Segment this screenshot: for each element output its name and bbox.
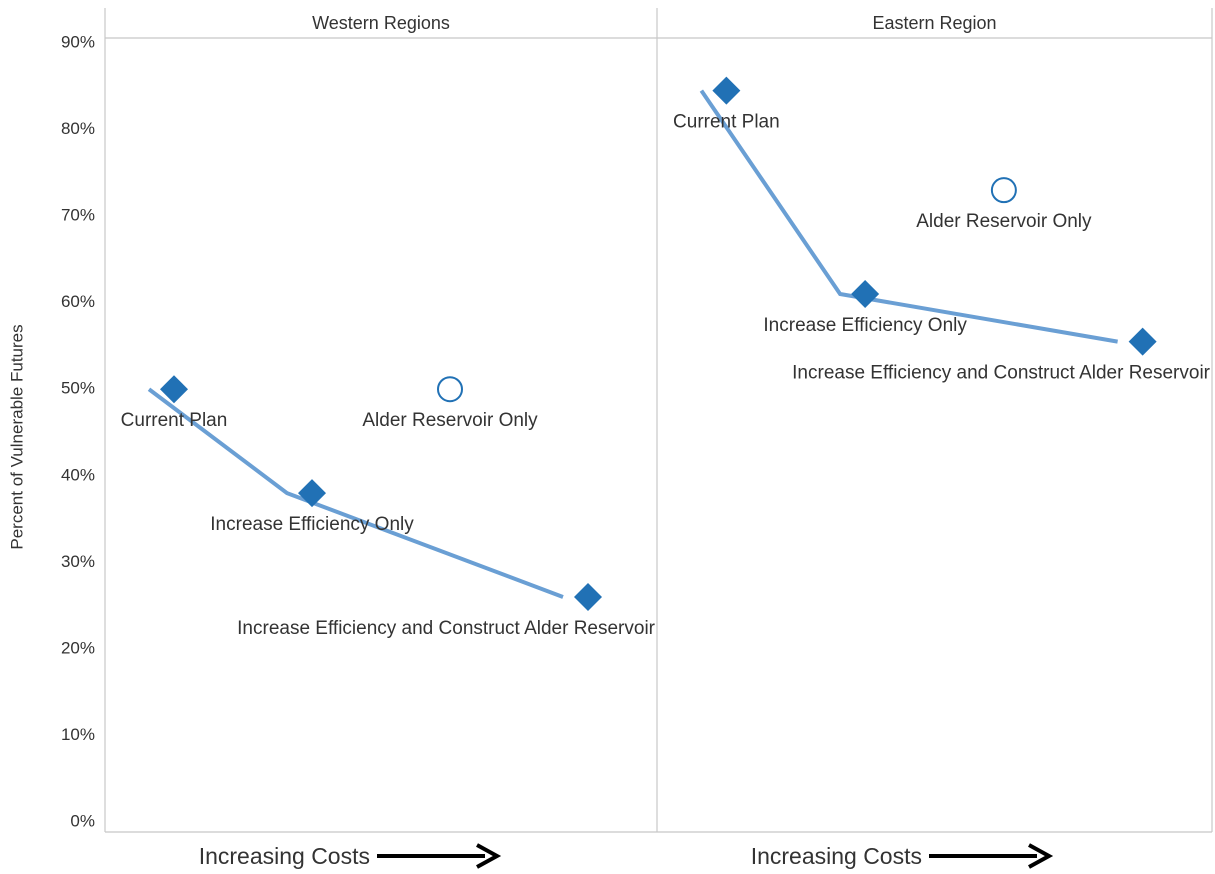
- y-tick-label: 50%: [61, 379, 95, 398]
- y-tick-label: 10%: [61, 725, 95, 744]
- y-tick-label: 30%: [61, 552, 95, 571]
- y-tick-label: 40%: [61, 465, 95, 484]
- arrow-head: [476, 843, 502, 869]
- arrow-head: [1028, 843, 1054, 869]
- point-label: Current Plan: [121, 410, 228, 431]
- y-axis-label: Percent of Vulnerable Futures: [7, 324, 26, 549]
- point-label: Current Plan: [673, 112, 780, 133]
- diamond-marker: [574, 582, 602, 611]
- x-axis-label: Increasing Costs: [199, 843, 370, 869]
- point-label: Increase Efficiency and Construct Alder …: [237, 618, 656, 639]
- diamond-marker: [160, 375, 188, 404]
- x-axis-label: Increasing Costs: [751, 843, 922, 869]
- y-tick-label: 90%: [61, 32, 95, 51]
- diamond-marker: [298, 479, 326, 508]
- panel-title: Western Regions: [312, 13, 450, 33]
- diamond-marker: [851, 280, 880, 309]
- point-label: Increase Efficiency and Construct Alder …: [792, 363, 1211, 384]
- y-tick-label: 0%: [70, 811, 95, 830]
- circle-marker: [437, 376, 463, 403]
- point-label: Alder Reservoir Only: [916, 211, 1092, 232]
- point-label: Alder Reservoir Only: [362, 410, 538, 431]
- y-tick-label: 60%: [61, 292, 95, 311]
- y-tick-label: 70%: [61, 206, 95, 225]
- diamond-marker: [1128, 327, 1157, 356]
- y-tick-label: 20%: [61, 638, 95, 657]
- panel-title: Eastern Region: [872, 13, 996, 33]
- trend-line: [699, 89, 1118, 344]
- point-label: Increase Efficiency Only: [763, 315, 967, 336]
- circle-marker: [990, 177, 1017, 204]
- point-label: Increase Efficiency Only: [210, 514, 414, 535]
- y-tick-label: 80%: [61, 119, 95, 138]
- diamond-marker: [712, 76, 741, 105]
- trend-line: [147, 387, 564, 599]
